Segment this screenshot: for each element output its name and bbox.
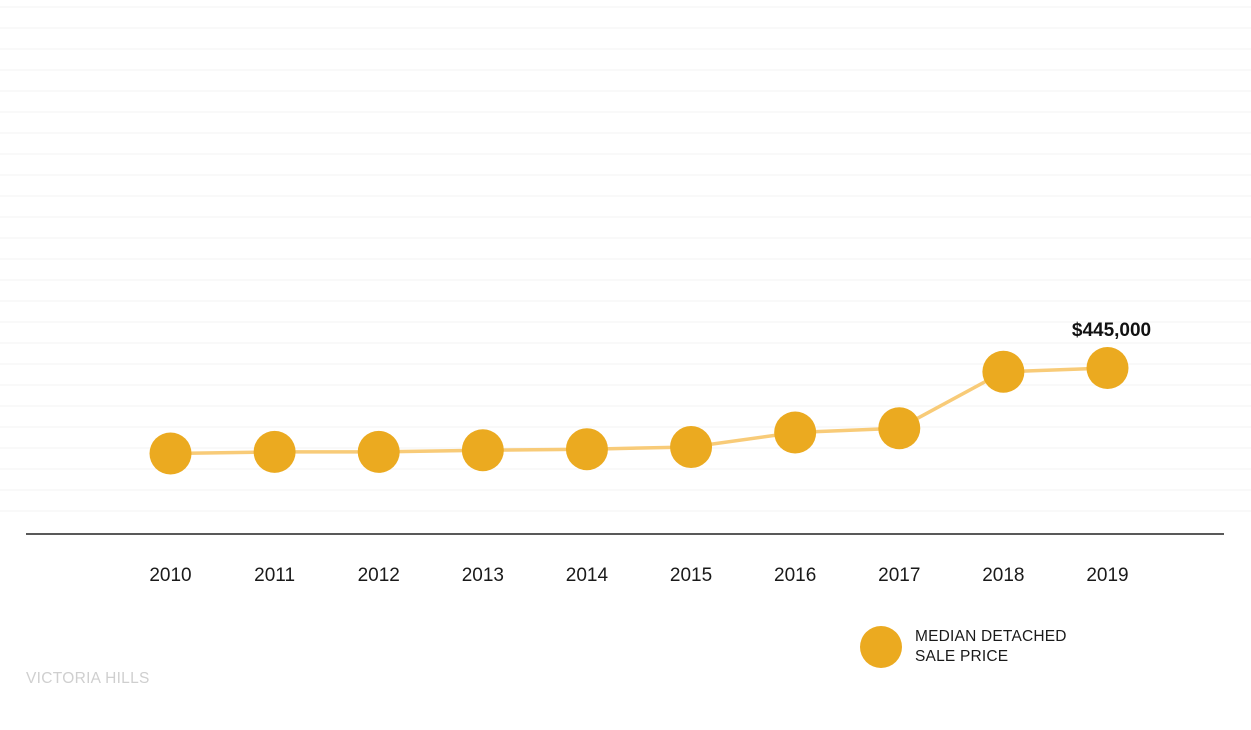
gridlines: [0, 6, 1251, 512]
x-tick-label-2012: 2012: [358, 565, 400, 586]
legend-label: MEDIAN DETACHED SALE PRICE: [915, 627, 1067, 667]
legend-label-line-2: SALE PRICE: [915, 648, 1009, 665]
legend-marker-icon: [860, 626, 902, 668]
data-point-2015: [670, 426, 713, 469]
x-tick-label-2011: 2011: [254, 565, 295, 586]
legend-label-line-1: MEDIAN DETACHED: [915, 628, 1067, 645]
data-point-2013: [461, 429, 504, 472]
value-annotation-2019: $445,000: [1072, 320, 1151, 341]
watermark: VICTORIA HILLS: [26, 670, 150, 687]
x-tick-label-2016: 2016: [774, 565, 816, 586]
x-tick-label-2010: 2010: [149, 565, 191, 586]
data-point-2016: [774, 411, 817, 454]
x-axis-tick-labels: 2010 2011 2012 2013 2014 2015 2016 2017 2018 2019: [149, 565, 1128, 586]
data-point-2011: [253, 430, 296, 473]
series-line: [168, 366, 1110, 456]
data-point-2017: [878, 407, 921, 450]
data-point-2010: [149, 432, 192, 475]
x-tick-label-2015: 2015: [670, 565, 712, 586]
x-tick-label-2017: 2017: [878, 565, 920, 586]
x-tick-label-2018: 2018: [982, 565, 1024, 586]
legend: MEDIAN DETACHED SALE PRICE: [860, 626, 1067, 668]
x-tick-label-2019: 2019: [1086, 565, 1128, 586]
data-points: [149, 347, 1129, 475]
data-point-2014: [565, 428, 608, 471]
data-point-2019: [1086, 347, 1129, 389]
data-point-2018: [982, 350, 1025, 393]
x-tick-label-2013: 2013: [462, 565, 504, 586]
data-point-2012: [357, 430, 400, 473]
x-tick-label-2014: 2014: [566, 565, 609, 586]
